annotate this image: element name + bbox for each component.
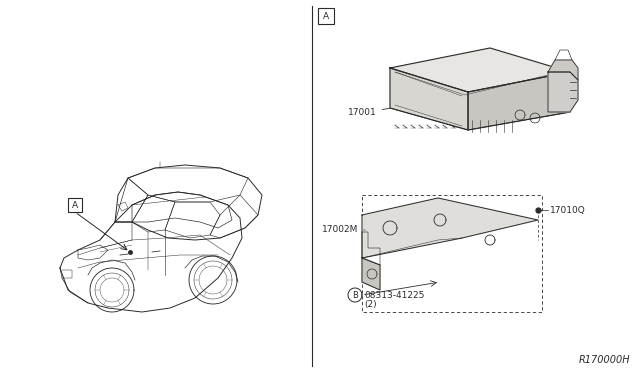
Text: 17002M: 17002M [322,225,365,234]
Text: 17001: 17001 [348,108,389,117]
Bar [68,198,82,212]
Text: 08313-41225: 08313-41225 [364,291,424,299]
Text: A: A [323,12,329,20]
Polygon shape [362,258,380,290]
Polygon shape [548,72,578,112]
Polygon shape [362,198,538,258]
Text: R170000H: R170000H [579,355,630,365]
Polygon shape [548,60,578,80]
Polygon shape [468,72,570,130]
Text: B: B [352,291,358,299]
Bar [318,8,334,24]
Text: (2): (2) [364,301,376,310]
Polygon shape [390,68,468,130]
Polygon shape [390,48,570,92]
Text: 17010Q: 17010Q [550,205,586,215]
Text: A: A [72,201,78,209]
